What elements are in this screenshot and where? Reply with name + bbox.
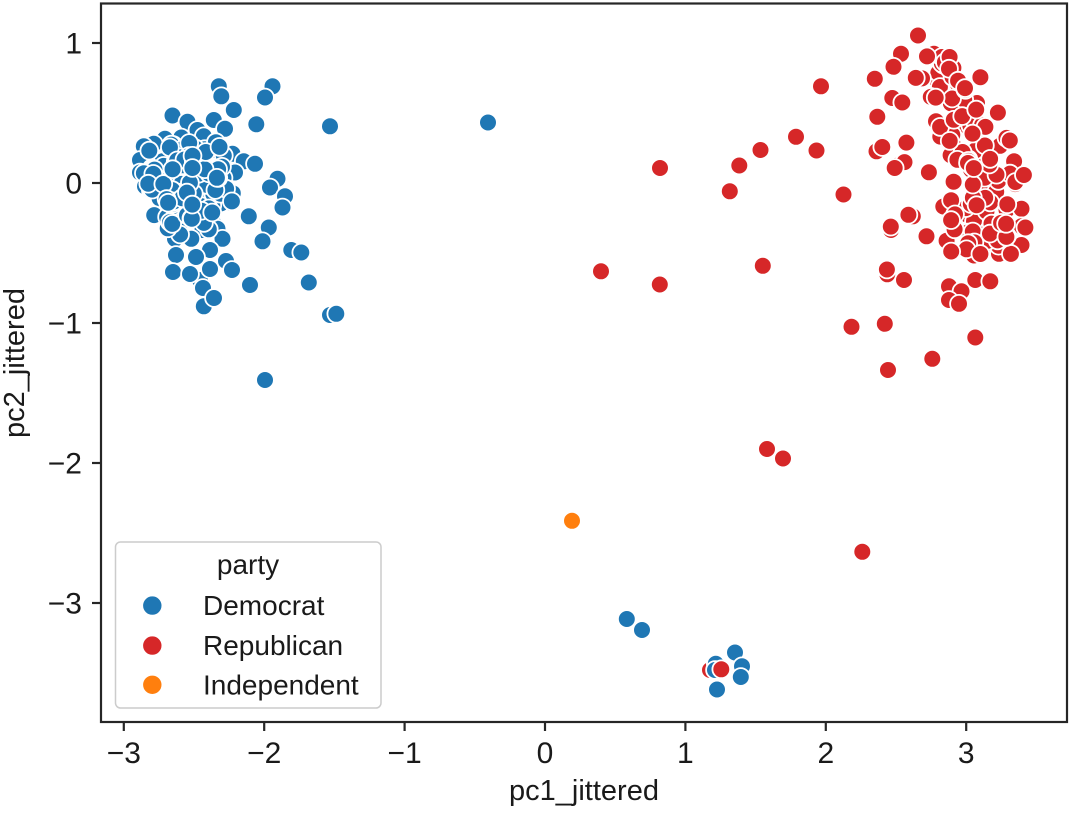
svg-text:−1: −1 [387,737,421,770]
svg-text:1: 1 [677,737,694,770]
svg-text:0: 0 [65,167,82,200]
svg-text:party: party [217,549,279,580]
svg-text:−3: −3 [48,587,82,620]
svg-text:1: 1 [65,27,82,60]
svg-text:pc2_jittered: pc2_jittered [0,288,31,438]
svg-text:pc1_jittered: pc1_jittered [509,775,659,807]
svg-text:−3: −3 [107,737,141,770]
svg-text:Democrat: Democrat [203,590,325,621]
svg-text:3: 3 [958,737,975,770]
svg-text:Independent: Independent [203,670,359,701]
svg-text:−2: −2 [48,447,82,480]
svg-text:2: 2 [817,737,834,770]
svg-text:0: 0 [537,737,554,770]
svg-text:−1: −1 [48,307,82,340]
svg-text:Republican: Republican [203,630,343,661]
svg-text:−2: −2 [247,737,281,770]
